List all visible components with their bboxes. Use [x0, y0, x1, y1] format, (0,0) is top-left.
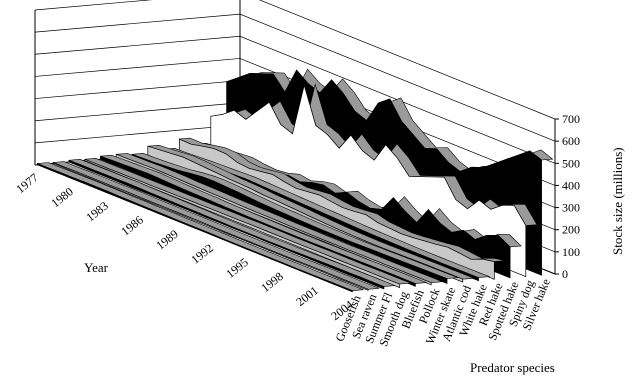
ribbon-summer-fl [68, 159, 385, 290]
year-tick-label: 1983 [83, 199, 111, 225]
z-tick-label: 500 [562, 156, 580, 170]
year-tick-label: 1992 [188, 241, 216, 267]
x-axis-label: Year [84, 260, 109, 275]
y-axis-label: Predator species [470, 360, 555, 375]
z-tick-label: 400 [562, 178, 580, 192]
z-tick-label: 0 [562, 267, 568, 281]
z-tick-label: 200 [562, 223, 580, 237]
year-tick-label: 1986 [118, 213, 146, 239]
z-tick-label: 600 [562, 134, 580, 148]
year-tick-label: 1995 [223, 255, 251, 281]
ribbon-series [37, 68, 554, 293]
ribbon-goosefish [37, 162, 353, 293]
year-tick-label: 1977 [13, 170, 41, 196]
z-tick-label: 300 [562, 201, 580, 215]
z-tick-label: 100 [562, 245, 580, 259]
z-tick-label: 700 [562, 112, 580, 126]
year-tick-label: 2001 [293, 283, 321, 309]
ribbon-sea-raven [52, 161, 369, 291]
year-tick-label: 1998 [258, 269, 286, 295]
z-axis-label: Stock size (millions) [610, 147, 625, 255]
year-tick-label: 1989 [153, 227, 181, 253]
ribbon-smooth-dog [84, 158, 401, 289]
stock-size-axis: 0 100 200 300 400 500 600 700 [555, 112, 580, 281]
year-tick-label: 1980 [48, 184, 76, 210]
grid-line [34, 0, 556, 120]
